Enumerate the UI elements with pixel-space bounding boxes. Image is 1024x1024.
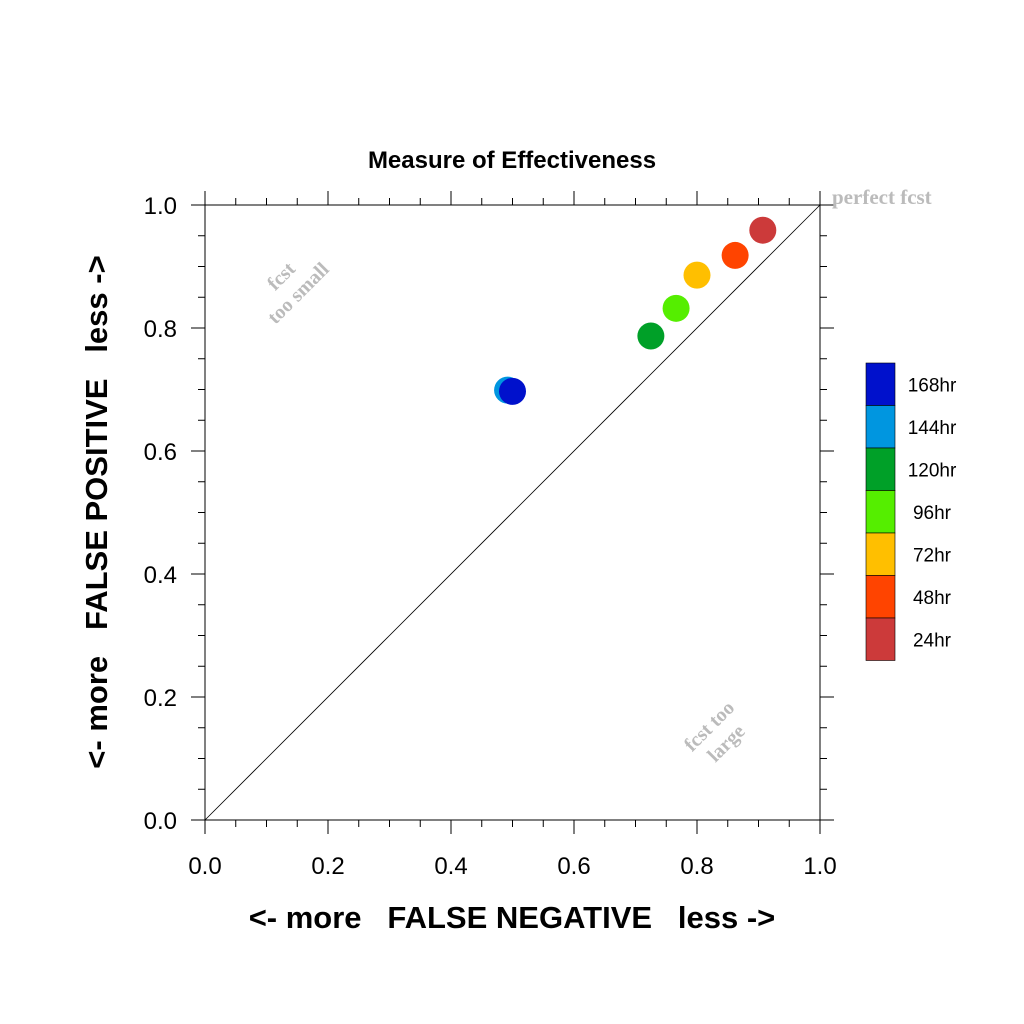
legend-swatch-72hr [865,532,896,576]
y-tick-labels: 0.0 0.2 0.4 0.6 0.8 1.0 [144,193,177,835]
point-72hr [683,261,711,289]
x-tick-labels: 0.0 0.2 0.4 0.6 0.8 1.0 [188,853,836,880]
legend: 168hr 144hr 120hr 96hr 72hr 48hr 24hr [865,362,957,661]
y-tick-label: 0.4 [144,562,177,589]
legend-swatch-144hr [865,405,896,449]
legend-swatch-120hr [865,447,896,491]
legend-label-96hr: 96hr [913,503,952,524]
legend-swatch-48hr [865,575,896,619]
point-48hr [721,241,749,269]
data-points [494,216,777,405]
point-120hr [637,322,665,350]
x-tick-label: 0.4 [434,853,467,880]
y-tick-label: 1.0 [144,193,177,220]
legend-label-120hr: 120hr [908,460,957,481]
chart-title: Measure of Effectiveness [368,147,656,174]
fcst-too-small-annotation: fcst too small [263,258,334,329]
legend-swatch-24hr [865,617,896,661]
perfect-fcst-annotation: perfect fcst [832,185,932,209]
legend-label-24hr: 24hr [913,630,952,651]
axis-ticks [191,191,834,834]
legend-swatch-96hr [865,490,896,534]
point-168hr [499,377,526,405]
x-tick-label: 0.0 [188,853,221,880]
diagonal-reference-line [204,204,821,821]
x-tick-label: 0.8 [680,853,713,880]
y-tick-label: 0.8 [144,316,177,343]
point-24hr [749,216,777,244]
y-tick-label: 0.2 [144,685,177,712]
x-tick-label: 0.2 [311,853,344,880]
legend-label-168hr: 168hr [908,375,957,396]
y-tick-label: 0.0 [144,808,177,835]
x-axis-label: <- more FALSE NEGATIVE less -> [249,900,776,935]
y-tick-label: 0.6 [144,439,177,466]
legend-label-144hr: 144hr [908,418,957,439]
y-axis-label: <- more FALSE POSITIVE less -> [79,255,114,768]
legend-swatch-168hr [865,362,896,406]
fcst-too-large-annotation: fcst too large [680,697,750,767]
point-96hr [662,294,690,322]
x-tick-label: 0.6 [557,853,590,880]
legend-label-72hr: 72hr [913,545,952,566]
x-tick-label: 1.0 [803,853,836,880]
legend-label-48hr: 48hr [913,588,952,609]
